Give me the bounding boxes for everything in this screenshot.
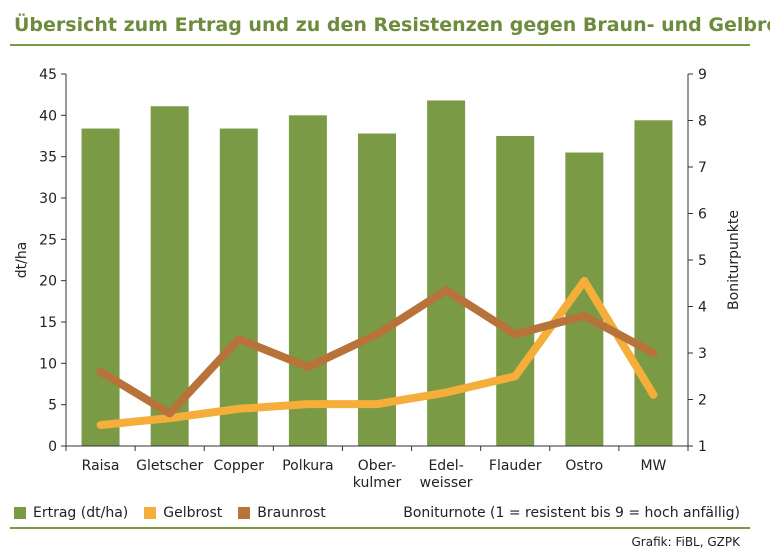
bar-ertrag-4 <box>358 133 396 446</box>
y-tick-label-35: 35 <box>39 150 57 166</box>
x-tick-label-7-0: Ostro <box>565 458 603 474</box>
point-gelbrost-5 <box>443 389 450 396</box>
x-tick-label-6-0: Flauder <box>489 458 542 474</box>
point-braunrost-0 <box>97 368 104 375</box>
x-tick-label-4-1: kulmer <box>353 475 402 491</box>
y2-tick-label-9: 9 <box>698 67 707 83</box>
point-gelbrost-0 <box>97 422 104 429</box>
y2-tick-label-2: 2 <box>698 393 707 409</box>
y-tick-label-20: 20 <box>39 274 57 290</box>
point-braunrost-5 <box>443 287 450 294</box>
legend-swatch-braunrost <box>238 507 251 519</box>
y2-tick-label-5: 5 <box>698 253 707 269</box>
y-tick-label-45: 45 <box>39 67 57 83</box>
point-gelbrost-6 <box>512 373 519 380</box>
point-braunrost-1 <box>166 410 173 417</box>
x-tick-label-3-0: Polkura <box>282 458 333 474</box>
y2-tick-label-4: 4 <box>698 300 707 316</box>
y-tick-label-25: 25 <box>39 232 57 248</box>
legend-label-braunrost: Braunrost <box>257 505 326 521</box>
y-tick-label-40: 40 <box>39 108 57 124</box>
bar-ertrag-6 <box>496 136 535 446</box>
y-tick-label-10: 10 <box>39 356 57 372</box>
y2-tick-label-3: 3 <box>698 346 707 362</box>
y-tick-label-30: 30 <box>39 191 57 207</box>
x-tick-label-1-0: Gletscher <box>136 458 203 474</box>
legend-item-gelbrost: Gelbrost <box>144 505 222 521</box>
point-gelbrost-4 <box>374 401 380 408</box>
title-divider <box>10 44 750 46</box>
point-braunrost-2 <box>235 336 242 343</box>
source-credit: Grafik: FiBL, GZPK <box>631 535 741 549</box>
point-braunrost-4 <box>374 331 380 338</box>
bar-ertrag-3 <box>288 115 327 446</box>
y-axis-title: dt/ha <box>14 242 30 279</box>
y2-axis-title: Boniturpunkte <box>726 210 742 310</box>
y-tick-label-5: 5 <box>48 398 57 414</box>
legend-swatch-ertrag <box>14 507 26 519</box>
legend-item-braunrost: Braunrost <box>238 505 326 521</box>
legend-label-ertrag: Ertrag (dt/ha) <box>33 505 129 521</box>
rating-note: Boniturnote (1 = resistent bis 9 = hoch … <box>403 505 740 521</box>
x-tick-label-0-0: Raisa <box>82 458 120 474</box>
x-tick-label-4-0: Ober- <box>358 458 396 474</box>
point-braunrost-7 <box>581 312 588 319</box>
legend-swatch-gelbrost <box>144 507 157 519</box>
y-tick-label-15: 15 <box>39 315 57 331</box>
y2-tick-label-6: 6 <box>698 207 707 223</box>
bar-ertrag-0 <box>81 128 120 446</box>
y2-tick-label-1: 1 <box>698 439 707 455</box>
y2-tick-label-7: 7 <box>698 160 707 176</box>
point-braunrost-8 <box>650 350 657 356</box>
x-tick-label-8-0: MW <box>640 458 666 474</box>
footer-divider <box>10 527 750 529</box>
point-gelbrost-2 <box>235 405 242 412</box>
y2-tick-label-8: 8 <box>698 114 707 130</box>
point-braunrost-6 <box>512 331 519 338</box>
x-tick-label-2-0: Copper <box>214 458 265 474</box>
point-gelbrost-3 <box>304 401 311 408</box>
x-tick-label-5-1: weisser <box>420 475 473 491</box>
point-gelbrost-7 <box>581 277 588 284</box>
y-tick-label-0: 0 <box>48 439 57 455</box>
legend: Ertrag (dt/ha) Gelbrost Braunrost <box>14 505 326 521</box>
bar-ertrag-2 <box>219 128 258 446</box>
point-braunrost-3 <box>304 363 311 370</box>
legend-label-gelbrost: Gelbrost <box>163 505 223 521</box>
bar-ertrag-1 <box>150 106 189 447</box>
legend-item-ertrag: Ertrag (dt/ha) <box>14 505 128 521</box>
x-tick-label-5-0: Edel- <box>428 458 463 474</box>
point-gelbrost-8 <box>650 391 657 398</box>
page-title: Übersicht zum Ertrag und zu den Resisten… <box>14 14 770 36</box>
